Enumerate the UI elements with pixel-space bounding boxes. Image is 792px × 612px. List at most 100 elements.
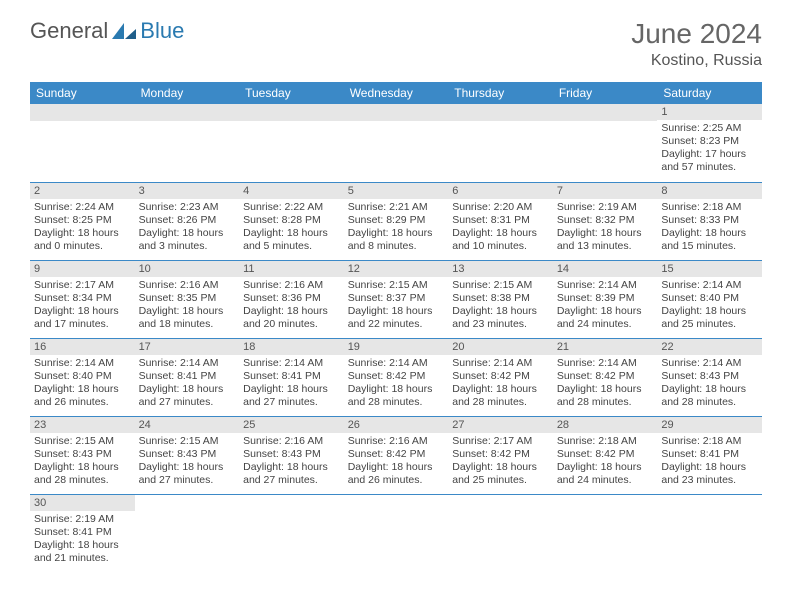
day-number: 9 xyxy=(30,261,135,277)
day-cell: 16Sunrise: 2:14 AMSunset: 8:40 PMDayligh… xyxy=(30,338,135,416)
daylight-line: Daylight: 18 hours and 20 minutes. xyxy=(243,305,340,331)
day-details: Sunrise: 2:17 AMSunset: 8:42 PMDaylight:… xyxy=(448,433,553,490)
empty-cell xyxy=(239,104,344,182)
day-number: 22 xyxy=(657,339,762,355)
sunset-line: Sunset: 8:28 PM xyxy=(243,214,340,227)
sunset-line: Sunset: 8:41 PM xyxy=(243,370,340,383)
day-details: Sunrise: 2:14 AMSunset: 8:42 PMDaylight:… xyxy=(344,355,449,412)
sunrise-line: Sunrise: 2:16 AM xyxy=(243,279,340,292)
day-details: Sunrise: 2:25 AMSunset: 8:23 PMDaylight:… xyxy=(657,120,762,177)
sunset-line: Sunset: 8:42 PM xyxy=(557,448,654,461)
calendar-row: 30Sunrise: 2:19 AMSunset: 8:41 PMDayligh… xyxy=(30,494,762,572)
day-details: Sunrise: 2:14 AMSunset: 8:43 PMDaylight:… xyxy=(657,355,762,412)
sunrise-line: Sunrise: 2:24 AM xyxy=(34,201,131,214)
sunrise-line: Sunrise: 2:14 AM xyxy=(557,279,654,292)
sunset-line: Sunset: 8:34 PM xyxy=(34,292,131,305)
daylight-line: Daylight: 18 hours and 0 minutes. xyxy=(34,227,131,253)
sunset-line: Sunset: 8:43 PM xyxy=(243,448,340,461)
day-number: 3 xyxy=(135,183,240,199)
empty-bar xyxy=(448,104,553,121)
brand-text-2: Blue xyxy=(140,18,184,44)
daylight-line: Daylight: 18 hours and 27 minutes. xyxy=(139,461,236,487)
sunrise-line: Sunrise: 2:14 AM xyxy=(661,357,758,370)
day-cell: 26Sunrise: 2:16 AMSunset: 8:42 PMDayligh… xyxy=(344,416,449,494)
day-details: Sunrise: 2:17 AMSunset: 8:34 PMDaylight:… xyxy=(30,277,135,334)
daylight-line: Daylight: 18 hours and 22 minutes. xyxy=(348,305,445,331)
sunrise-line: Sunrise: 2:19 AM xyxy=(34,513,131,526)
sunset-line: Sunset: 8:38 PM xyxy=(452,292,549,305)
day-number: 6 xyxy=(448,183,553,199)
calendar-row: 2Sunrise: 2:24 AMSunset: 8:25 PMDaylight… xyxy=(30,182,762,260)
day-number: 13 xyxy=(448,261,553,277)
day-details: Sunrise: 2:19 AMSunset: 8:32 PMDaylight:… xyxy=(553,199,658,256)
sunrise-line: Sunrise: 2:21 AM xyxy=(348,201,445,214)
daylight-line: Daylight: 18 hours and 24 minutes. xyxy=(557,461,654,487)
day-details: Sunrise: 2:18 AMSunset: 8:33 PMDaylight:… xyxy=(657,199,762,256)
calendar-row: 23Sunrise: 2:15 AMSunset: 8:43 PMDayligh… xyxy=(30,416,762,494)
daylight-line: Daylight: 18 hours and 23 minutes. xyxy=(661,461,758,487)
sunset-line: Sunset: 8:37 PM xyxy=(348,292,445,305)
day-cell: 1Sunrise: 2:25 AMSunset: 8:23 PMDaylight… xyxy=(657,104,762,182)
day-cell: 14Sunrise: 2:14 AMSunset: 8:39 PMDayligh… xyxy=(553,260,658,338)
daylight-line: Daylight: 18 hours and 28 minutes. xyxy=(661,383,758,409)
empty-cell xyxy=(448,494,553,572)
sail-icon xyxy=(110,21,138,41)
day-cell: 5Sunrise: 2:21 AMSunset: 8:29 PMDaylight… xyxy=(344,182,449,260)
weekday-header-row: SundayMondayTuesdayWednesdayThursdayFrid… xyxy=(30,82,762,104)
empty-bar xyxy=(344,104,449,121)
sunset-line: Sunset: 8:42 PM xyxy=(348,448,445,461)
empty-cell xyxy=(239,494,344,572)
sunset-line: Sunset: 8:43 PM xyxy=(139,448,236,461)
day-cell: 20Sunrise: 2:14 AMSunset: 8:42 PMDayligh… xyxy=(448,338,553,416)
day-cell: 3Sunrise: 2:23 AMSunset: 8:26 PMDaylight… xyxy=(135,182,240,260)
sunrise-line: Sunrise: 2:16 AM xyxy=(348,435,445,448)
day-cell: 17Sunrise: 2:14 AMSunset: 8:41 PMDayligh… xyxy=(135,338,240,416)
sunrise-line: Sunrise: 2:14 AM xyxy=(348,357,445,370)
day-number: 10 xyxy=(135,261,240,277)
day-number: 12 xyxy=(344,261,449,277)
day-details: Sunrise: 2:24 AMSunset: 8:25 PMDaylight:… xyxy=(30,199,135,256)
day-cell: 12 Sunrise: 2:15 AMSunset: 8:37 PMDayligh… xyxy=(344,260,449,338)
day-cell: 18Sunrise: 2:14 AMSunset: 8:41 PMDayligh… xyxy=(239,338,344,416)
sunset-line: Sunset: 8:40 PM xyxy=(661,292,758,305)
day-number: 8 xyxy=(657,183,762,199)
day-details: Sunrise: 2:20 AMSunset: 8:31 PMDaylight:… xyxy=(448,199,553,256)
day-cell: 19Sunrise: 2:14 AMSunset: 8:42 PMDayligh… xyxy=(344,338,449,416)
day-number: 1 xyxy=(657,104,762,120)
day-details: Sunrise: 2:23 AMSunset: 8:26 PMDaylight:… xyxy=(135,199,240,256)
day-details: Sunrise: 2:16 AMSunset: 8:43 PMDaylight:… xyxy=(239,433,344,490)
day-cell: 15Sunrise: 2:14 AMSunset: 8:40 PMDayligh… xyxy=(657,260,762,338)
daylight-line: Daylight: 18 hours and 28 minutes. xyxy=(452,383,549,409)
day-details: Sunrise: 2:15 AMSunset: 8:38 PMDaylight:… xyxy=(448,277,553,334)
day-number: 16 xyxy=(30,339,135,355)
sunset-line: Sunset: 8:43 PM xyxy=(34,448,131,461)
sunset-line: Sunset: 8:23 PM xyxy=(661,135,758,148)
day-number: 18 xyxy=(239,339,344,355)
sunset-line: Sunset: 8:42 PM xyxy=(557,370,654,383)
weekday-header: Tuesday xyxy=(239,82,344,104)
day-number: 4 xyxy=(239,183,344,199)
day-details: Sunrise: 2:22 AMSunset: 8:28 PMDaylight:… xyxy=(239,199,344,256)
weekday-header: Saturday xyxy=(657,82,762,104)
empty-bar xyxy=(30,104,135,121)
calendar-body: 1Sunrise: 2:25 AMSunset: 8:23 PMDaylight… xyxy=(30,104,762,572)
sunset-line: Sunset: 8:35 PM xyxy=(139,292,236,305)
weekday-header: Friday xyxy=(553,82,658,104)
sunset-line: Sunset: 8:40 PM xyxy=(34,370,131,383)
day-cell: 28Sunrise: 2:18 AMSunset: 8:42 PMDayligh… xyxy=(553,416,658,494)
sunset-line: Sunset: 8:26 PM xyxy=(139,214,236,227)
day-cell: 30Sunrise: 2:19 AMSunset: 8:41 PMDayligh… xyxy=(30,494,135,572)
day-cell: 2Sunrise: 2:24 AMSunset: 8:25 PMDaylight… xyxy=(30,182,135,260)
sunrise-line: Sunrise: 2:15 AM xyxy=(348,279,445,292)
empty-cell xyxy=(344,104,449,182)
sunset-line: Sunset: 8:25 PM xyxy=(34,214,131,227)
calendar-row: 16 Sunrise: 2:14 AM Sunset: 8:40 PM Dayligh… xyxy=(30,338,762,416)
empty-cell xyxy=(30,104,135,182)
day-number: 28 xyxy=(553,417,658,433)
month-title: June 2024 xyxy=(631,18,762,50)
day-cell: 10Sunrise: 2:16 AMSunset: 8:35 PMDayligh… xyxy=(135,260,240,338)
day-details: Sunrise: 2:18 AMSunset: 8:41 PMDaylight:… xyxy=(657,433,762,490)
day-details: Sunrise: 2:16 AMSunset: 8:36 PMDaylight:… xyxy=(239,277,344,334)
daylight-line: Daylight: 17 hours and 57 minutes. xyxy=(661,148,758,174)
day-details: Sunrise: 2:16 AMSunset: 8:42 PMDaylight:… xyxy=(344,433,449,490)
